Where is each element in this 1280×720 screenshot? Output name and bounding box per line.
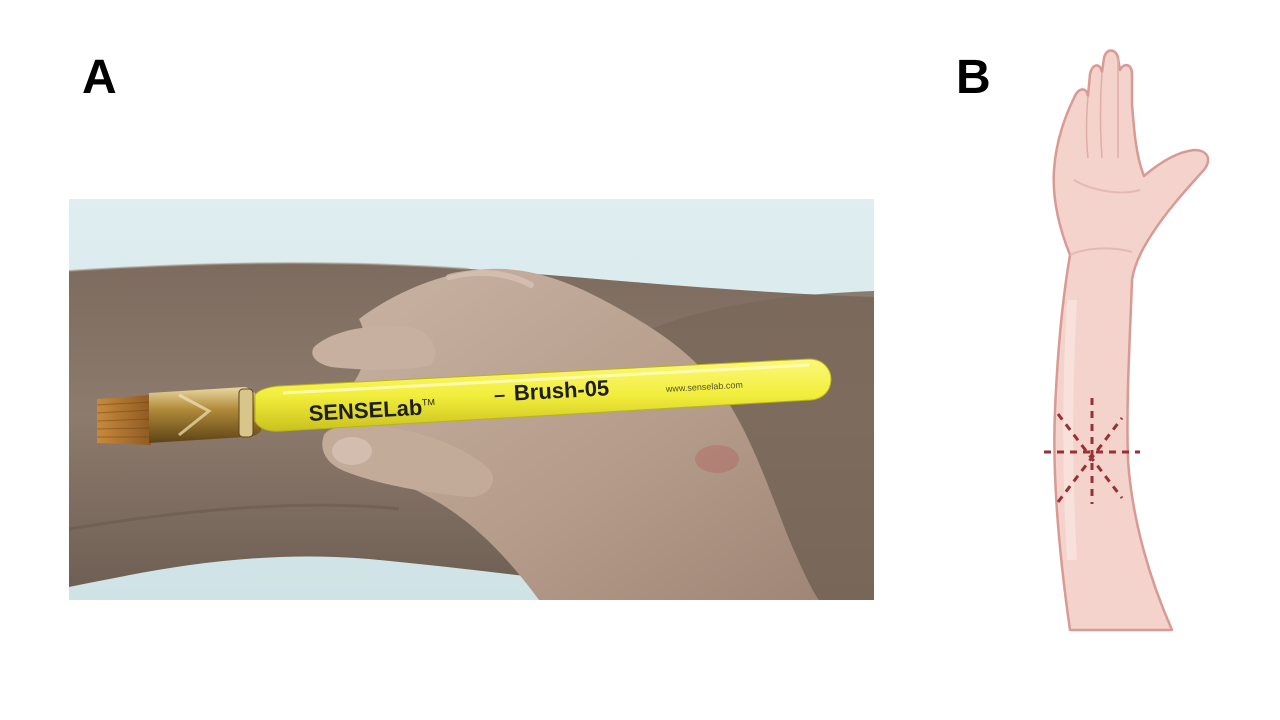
brush-url-text: www.senselab.com bbox=[665, 380, 743, 394]
panel-label-b: B bbox=[956, 51, 991, 104]
forearm-illustration bbox=[1000, 40, 1230, 640]
brush-separator-text: – bbox=[493, 384, 505, 407]
stimulation-area-marks bbox=[1044, 398, 1140, 504]
panel-label-a: A bbox=[82, 51, 117, 104]
brush-model-text: Brush-05 bbox=[513, 375, 610, 405]
brush-trademark-text: TM bbox=[422, 397, 436, 408]
brush-photo: SENSELabTM – Brush-05 www.senselab.com bbox=[69, 199, 874, 600]
